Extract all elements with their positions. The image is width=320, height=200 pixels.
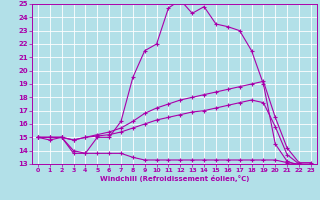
X-axis label: Windchill (Refroidissement éolien,°C): Windchill (Refroidissement éolien,°C)	[100, 175, 249, 182]
